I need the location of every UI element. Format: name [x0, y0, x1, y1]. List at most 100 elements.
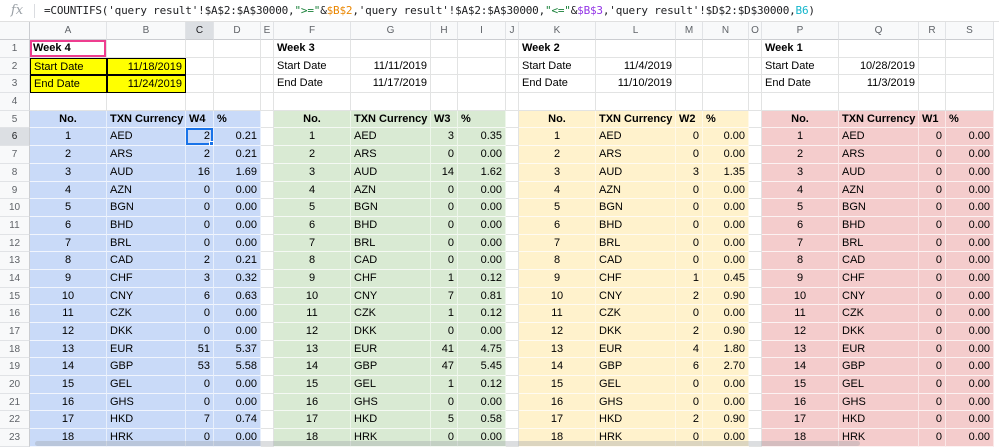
- cell-O8[interactable]: [749, 163, 762, 182]
- cell-P19[interactable]: 14: [762, 358, 839, 377]
- cell-K3[interactable]: End Date: [519, 75, 596, 94]
- cell-C9[interactable]: 0: [186, 181, 214, 200]
- cell-K21[interactable]: 16: [519, 393, 596, 412]
- cell-D13[interactable]: 0.21: [214, 252, 261, 270]
- cell-K7[interactable]: 2: [519, 146, 596, 164]
- cell-M4[interactable]: [676, 93, 703, 111]
- cell-I19[interactable]: 5.45: [458, 358, 506, 377]
- row-header-23[interactable]: 23: [0, 429, 30, 447]
- cell-D9[interactable]: 0.00: [214, 181, 261, 200]
- cell-A11[interactable]: 6: [30, 216, 107, 235]
- cell-B9[interactable]: AZN: [107, 181, 186, 200]
- cell-H19[interactable]: 47: [431, 358, 458, 377]
- row-header-6[interactable]: 6: [0, 128, 30, 147]
- cell-Q20[interactable]: GEL: [839, 376, 919, 394]
- cell-F20[interactable]: 15: [274, 376, 351, 394]
- cell-E13[interactable]: [261, 252, 274, 270]
- cell-J12[interactable]: [506, 234, 519, 253]
- cell-D2[interactable]: [214, 57, 261, 76]
- row-header-18[interactable]: 18: [0, 340, 30, 359]
- cell-B7[interactable]: ARS: [107, 146, 186, 164]
- cell-H15[interactable]: 7: [431, 287, 458, 306]
- row-header-3[interactable]: 3: [0, 75, 30, 94]
- cell-D1[interactable]: [214, 40, 261, 58]
- column-header-A[interactable]: A: [30, 22, 107, 40]
- cell-Q10[interactable]: BGN: [839, 199, 919, 217]
- cell-E19[interactable]: [261, 358, 274, 377]
- cell-J23[interactable]: [506, 429, 519, 447]
- select-all-corner[interactable]: [0, 22, 30, 40]
- cell-E6[interactable]: [261, 128, 274, 147]
- row-header-16[interactable]: 16: [0, 305, 30, 323]
- cell-G18[interactable]: EUR: [351, 340, 431, 359]
- cell-G13[interactable]: CAD: [351, 252, 431, 270]
- cell-A16[interactable]: 11: [30, 305, 107, 323]
- cell-M8[interactable]: 3: [676, 163, 703, 182]
- cell-J9[interactable]: [506, 181, 519, 200]
- cell-B17[interactable]: DKK: [107, 323, 186, 341]
- cell-M18[interactable]: 4: [676, 340, 703, 359]
- cell-B20[interactable]: GEL: [107, 376, 186, 394]
- cell-P1[interactable]: Week 1: [762, 40, 839, 58]
- cell-B19[interactable]: GBP: [107, 358, 186, 377]
- cell-Q21[interactable]: GHS: [839, 393, 919, 412]
- cell-L12[interactable]: BRL: [596, 234, 676, 253]
- cell-H6[interactable]: 3: [431, 128, 458, 147]
- cell-I13[interactable]: 0.00: [458, 252, 506, 270]
- cell-F5[interactable]: No.: [274, 110, 351, 129]
- cell-E2[interactable]: [261, 57, 274, 76]
- cell-P2[interactable]: Start Date: [762, 57, 839, 76]
- row-header-22[interactable]: 22: [0, 411, 30, 430]
- cell-L17[interactable]: DKK: [596, 323, 676, 341]
- cell-D11[interactable]: 0.00: [214, 216, 261, 235]
- column-header-E[interactable]: E: [261, 22, 274, 40]
- cell-J19[interactable]: [506, 358, 519, 377]
- cell-M20[interactable]: 0: [676, 376, 703, 394]
- row-header-8[interactable]: 8: [0, 163, 30, 182]
- cell-O1[interactable]: [749, 40, 762, 58]
- row-header-12[interactable]: 12: [0, 234, 30, 253]
- cell-M2[interactable]: [676, 57, 703, 76]
- cell-F14[interactable]: 9: [274, 269, 351, 288]
- cell-S19[interactable]: 0.00: [946, 358, 994, 377]
- cell-J6[interactable]: [506, 128, 519, 147]
- cell-C23[interactable]: 0: [186, 429, 214, 447]
- cell-N15[interactable]: 0.90: [703, 287, 749, 306]
- cell-J4[interactable]: [506, 93, 519, 111]
- cell-I17[interactable]: 0.00: [458, 323, 506, 341]
- cell-O3[interactable]: [749, 75, 762, 94]
- cell-G20[interactable]: GEL: [351, 376, 431, 394]
- row-header-11[interactable]: 11: [0, 216, 30, 235]
- cell-E18[interactable]: [261, 340, 274, 359]
- cell-N12[interactable]: 0.00: [703, 234, 749, 253]
- cell-R8[interactable]: 0: [919, 163, 946, 182]
- cell-H9[interactable]: 0: [431, 181, 458, 200]
- row-header-13[interactable]: 13: [0, 252, 30, 270]
- cell-S7[interactable]: 0.00: [946, 146, 994, 164]
- cell-C11[interactable]: 0: [186, 216, 214, 235]
- cell-I1[interactable]: [458, 40, 506, 58]
- cell-M23[interactable]: 0: [676, 429, 703, 447]
- cell-L3[interactable]: 11/10/2019: [596, 75, 676, 94]
- cell-N7[interactable]: 0.00: [703, 146, 749, 164]
- row-header-2[interactable]: 2: [0, 57, 30, 76]
- cell-E5[interactable]: [261, 110, 274, 129]
- cell-D6[interactable]: 0.21: [214, 128, 261, 147]
- cell-R13[interactable]: 0: [919, 252, 946, 270]
- cell-A9[interactable]: 4: [30, 181, 107, 200]
- cell-M16[interactable]: 0: [676, 305, 703, 323]
- cell-P11[interactable]: 6: [762, 216, 839, 235]
- cell-E10[interactable]: [261, 199, 274, 217]
- cell-K11[interactable]: 6: [519, 216, 596, 235]
- cell-N1[interactable]: [703, 40, 749, 58]
- cell-C10[interactable]: 0: [186, 199, 214, 217]
- cell-E15[interactable]: [261, 287, 274, 306]
- cell-G8[interactable]: AUD: [351, 163, 431, 182]
- cell-M5[interactable]: W2: [676, 110, 703, 129]
- cell-H2[interactable]: [431, 57, 458, 76]
- cell-Q2[interactable]: 10/28/2019: [839, 57, 919, 76]
- cell-G6[interactable]: AED: [351, 128, 431, 147]
- cell-C14[interactable]: 3: [186, 269, 214, 288]
- cell-O23[interactable]: [749, 429, 762, 447]
- cell-Q1[interactable]: [839, 40, 919, 58]
